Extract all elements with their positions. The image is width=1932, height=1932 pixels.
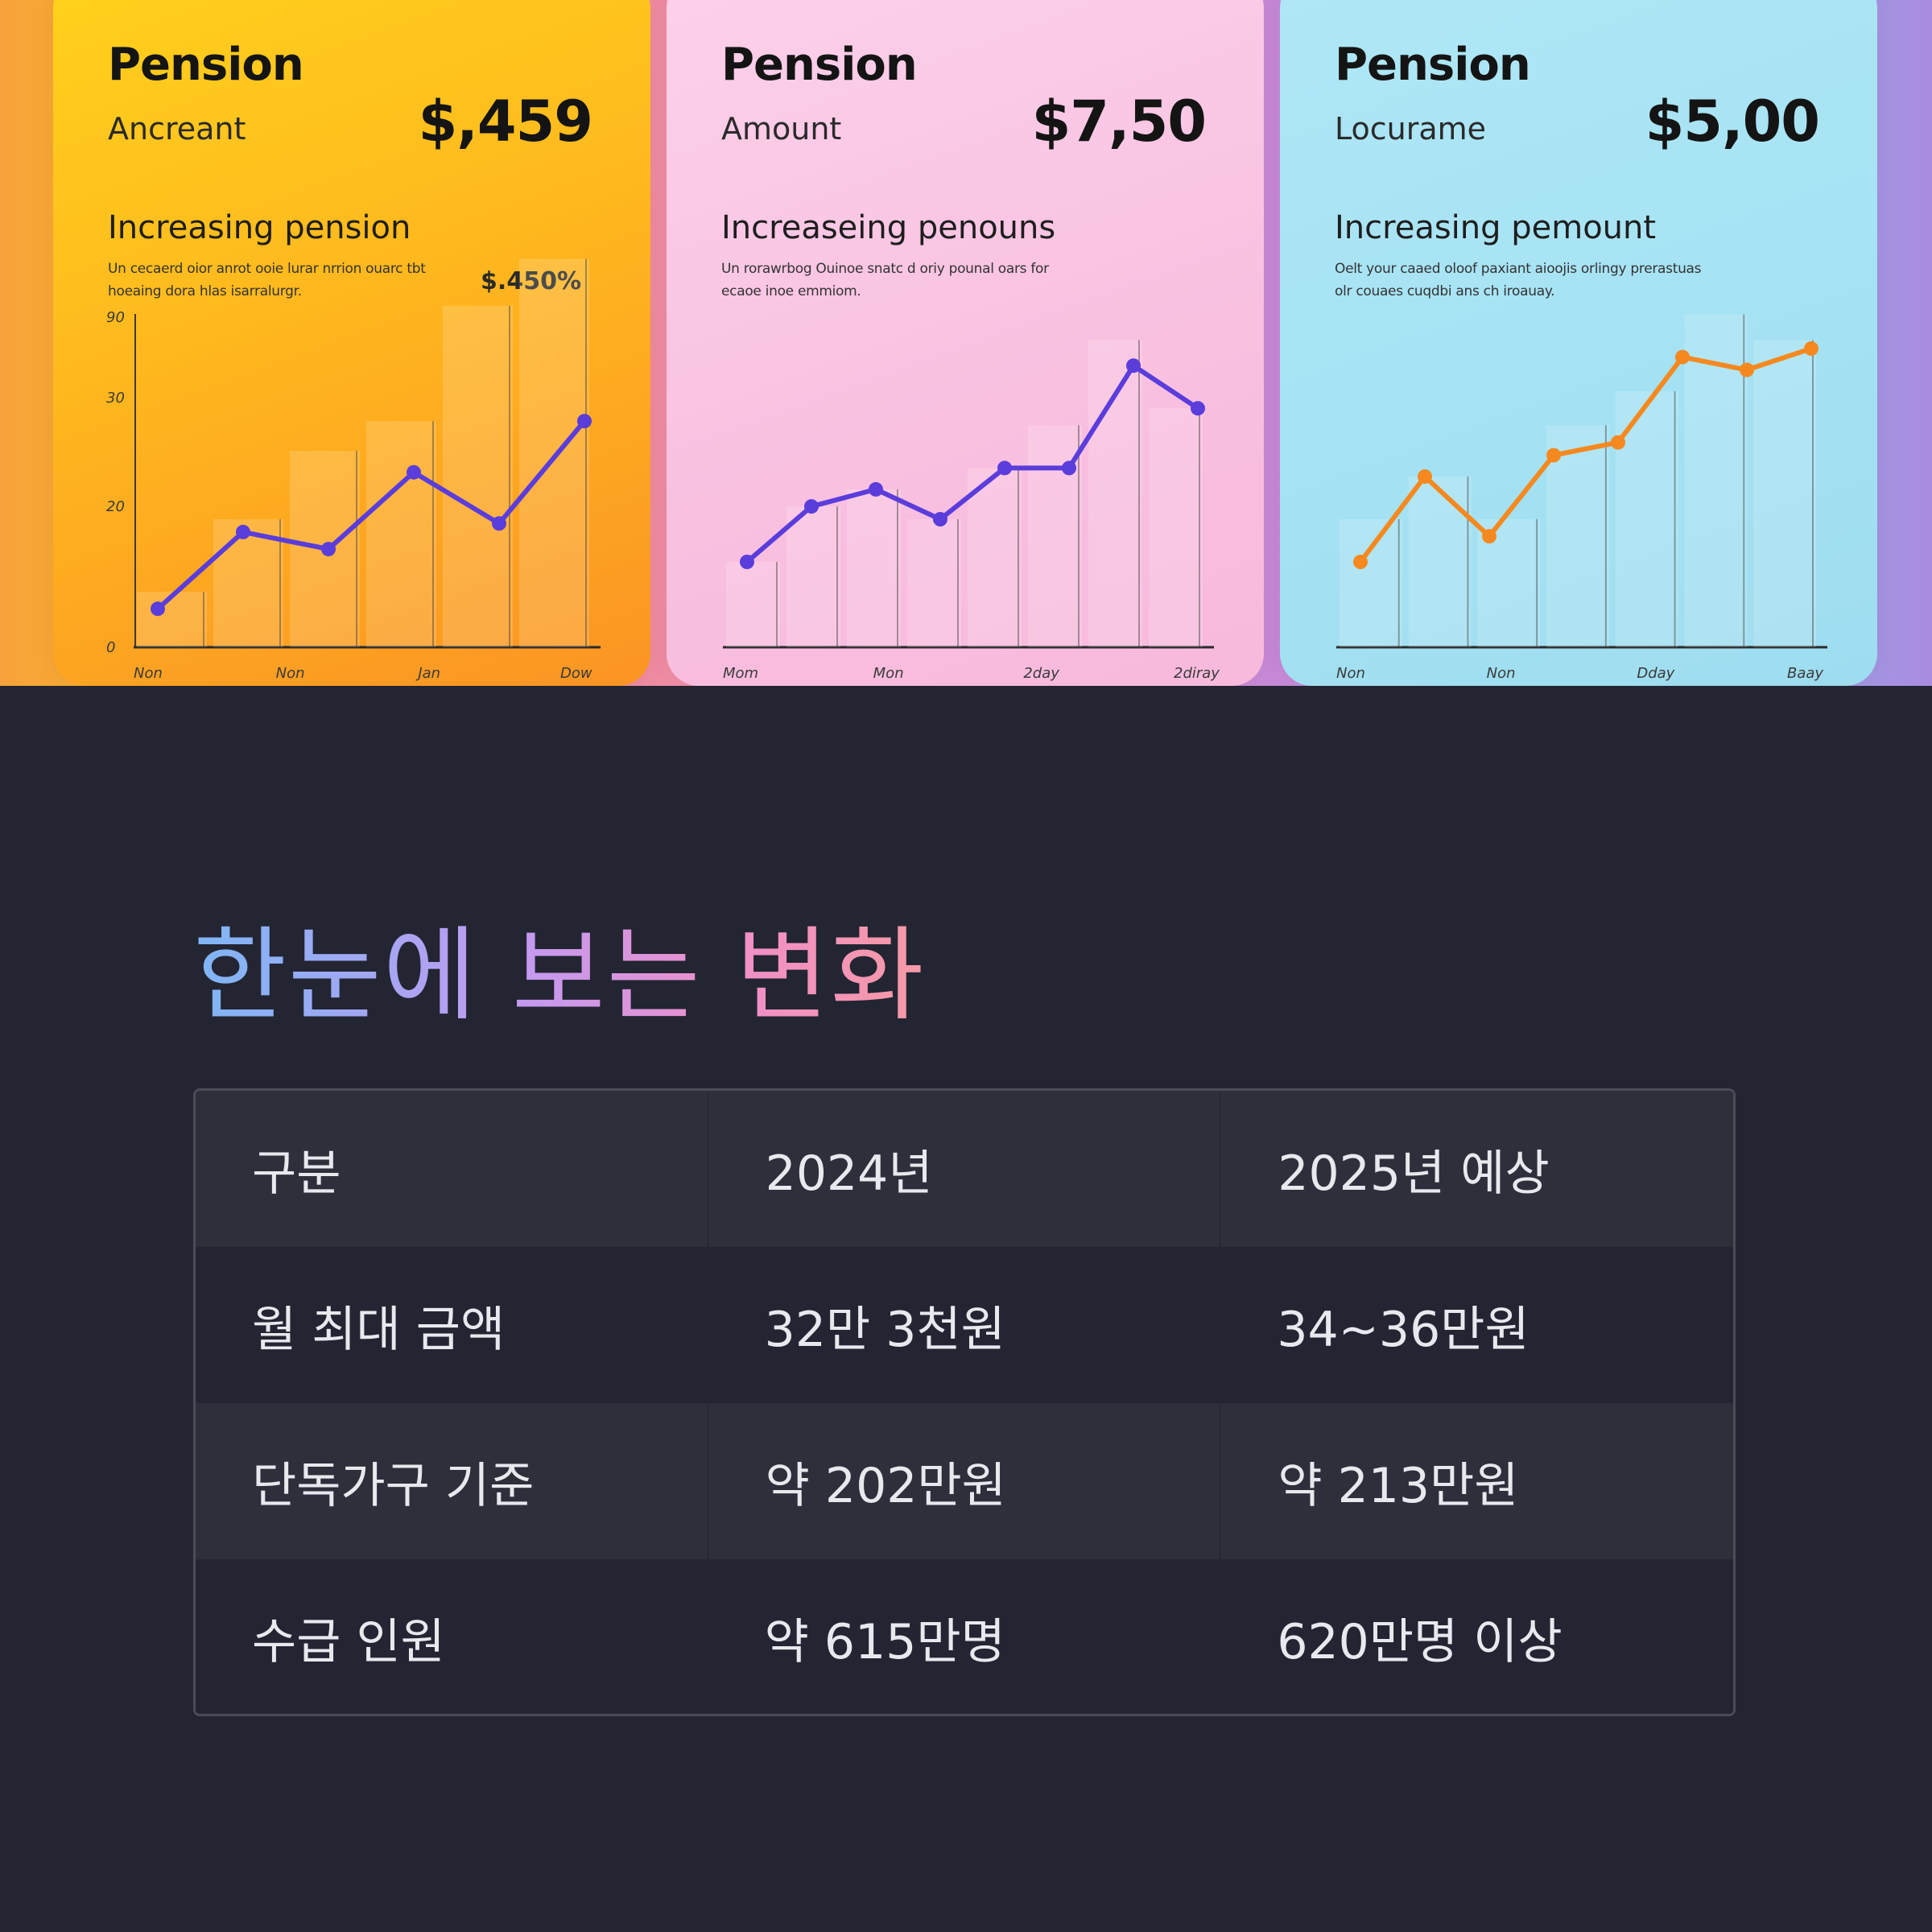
card-subtitle: Amount <box>721 111 842 147</box>
chart-bar <box>786 506 840 647</box>
chart-point <box>1482 529 1496 544</box>
chart-y-tick-label: 90 <box>106 309 125 326</box>
chart-x-tick-label: Non <box>1487 665 1516 682</box>
card-subtitle: Ancreant <box>108 111 246 147</box>
chart-point <box>1418 469 1432 484</box>
card-percent: $.450% <box>481 267 581 295</box>
card-amount: $7,50 <box>1031 89 1207 155</box>
chart-x-tick-label: Non <box>276 665 305 682</box>
chart-bar <box>1753 340 1816 647</box>
chart-bar <box>366 421 436 647</box>
chart-bar <box>443 306 513 647</box>
chart-y-tick-label: 20 <box>106 498 125 515</box>
chart-bar <box>1149 408 1203 647</box>
card-description: Un rorawrbog Ouinoe snatc d oriy pounal … <box>721 261 1049 299</box>
chart-bar <box>847 489 901 647</box>
chart-x-tick-label: 2day <box>1023 665 1059 682</box>
chart-bar <box>519 258 589 647</box>
card-line-chart: Non Non Dday Baay <box>1336 314 1827 682</box>
comparison-table-grid: 구분 2024년 2025년 예상 월 최대 금액 32만 3천원 34~36만… <box>196 1091 1733 1714</box>
chart-bar <box>137 592 207 647</box>
table-cell: 약 213만원 <box>1220 1403 1733 1559</box>
table-row: 수급 인원 약 615만명 620만명 이상 <box>196 1559 1733 1714</box>
pension-card-3: Pension Locurame $5,00 Increasing pemoun… <box>1280 0 1877 686</box>
table-cell: 수급 인원 <box>196 1559 708 1714</box>
chart-bar <box>213 519 283 647</box>
chart-x-tick-label: 2diray <box>1174 665 1220 682</box>
chart-bar <box>968 468 1022 647</box>
chart-series-line <box>1358 346 1814 564</box>
table-cell: 34~36만원 <box>1220 1247 1733 1403</box>
card-title: Pension <box>108 39 304 91</box>
pension-card-2: Pension Amount $7,50 Increaseing penouns… <box>667 0 1264 686</box>
chart-bar <box>1546 425 1609 647</box>
chart-x-tick-label: Non <box>134 665 163 682</box>
chart-point <box>321 542 336 557</box>
card-amount: $,459 <box>418 89 593 155</box>
table-header-row: 구분 2024년 2025년 예상 <box>196 1091 1733 1247</box>
card-heading: Increasing pemount <box>1335 209 1657 246</box>
chart-x-tick-label: Dday <box>1637 665 1674 682</box>
chart-bar <box>1088 340 1142 647</box>
chart-point <box>1546 448 1561 463</box>
card-title: Pension <box>721 39 918 91</box>
chart-bar <box>1408 477 1472 647</box>
chart-point <box>1611 435 1625 450</box>
pension-cards-banner: Pension Ancreant $,459 Increasing pensio… <box>0 0 1932 686</box>
chart-bar <box>726 562 780 647</box>
chart-point <box>804 499 819 514</box>
card-amount: $5,00 <box>1645 89 1820 155</box>
table-header-cell: 2025년 예상 <box>1220 1091 1733 1247</box>
chart-point <box>740 555 754 569</box>
chart-bar <box>907 519 961 647</box>
card-description: Un cecaerd oior anrot ooie lurar nrrion … <box>108 261 426 299</box>
card-heading: Increasing pension <box>108 209 411 246</box>
card-subtitle: Locurame <box>1335 111 1487 147</box>
card-description: Oelt your caaed oloof paxiant aioojis or… <box>1335 261 1702 299</box>
card-line-chart: Mom Mon 2day 2diray <box>723 340 1220 682</box>
chart-point <box>407 464 421 480</box>
table-cell: 월 최대 금액 <box>196 1247 708 1403</box>
card-heading: Increaseing penouns <box>721 209 1056 246</box>
section-title: 한눈에 보는 변화 <box>193 894 926 1040</box>
chart-series-line <box>745 363 1200 564</box>
chart-x-tick-label: Baay <box>1787 665 1823 682</box>
chart-point <box>869 481 883 497</box>
chart-y-tick-label: 30 <box>106 390 125 407</box>
table-row: 월 최대 금액 32만 3천원 34~36만원 <box>196 1247 1733 1403</box>
card-line-chart: 90 30 20 0 Non Non Jan Dow <box>106 258 601 682</box>
table-cell: 620만명 이상 <box>1220 1559 1733 1714</box>
chart-x-tick-label: Mom <box>723 665 758 682</box>
chart-point <box>1740 362 1754 378</box>
chart-y-tick-label: 0 <box>106 639 115 656</box>
chart-point <box>1062 460 1076 476</box>
table-header-cell: 구분 <box>196 1091 708 1247</box>
chart-series-line <box>155 419 587 612</box>
chart-point <box>1126 358 1141 374</box>
comparison-table: 구분 2024년 2025년 예상 월 최대 금액 32만 3천원 34~36만… <box>193 1088 1736 1716</box>
chart-point <box>1353 555 1368 569</box>
chart-point <box>236 524 250 539</box>
table-header-cell: 2024년 <box>707 1091 1221 1247</box>
chart-point <box>1191 401 1205 416</box>
chart-x-tick-label: Non <box>1336 665 1365 682</box>
chart-point <box>997 460 1012 476</box>
table-cell: 약 202만원 <box>707 1403 1221 1559</box>
chart-point <box>577 414 592 429</box>
chart-point <box>933 512 947 526</box>
chart-x-tick-label: Dow <box>560 665 592 682</box>
chart-x-tick-label: Mon <box>873 665 904 682</box>
card-title: Pension <box>1335 39 1531 91</box>
chart-point <box>492 516 506 531</box>
chart-point <box>1675 349 1690 365</box>
pension-card-1: Pension Ancreant $,459 Increasing pensio… <box>53 0 650 686</box>
table-cell: 약 615만명 <box>708 1559 1221 1714</box>
table-cell: 단독가구 기준 <box>196 1403 708 1559</box>
chart-bar <box>1340 519 1402 647</box>
table-row: 단독가구 기준 약 202만원 약 213만원 <box>196 1403 1733 1559</box>
chart-point <box>1804 341 1818 356</box>
table-cell: 32만 3천원 <box>708 1247 1221 1403</box>
chart-x-tick-label: Jan <box>415 665 440 682</box>
chart-point <box>151 601 165 617</box>
